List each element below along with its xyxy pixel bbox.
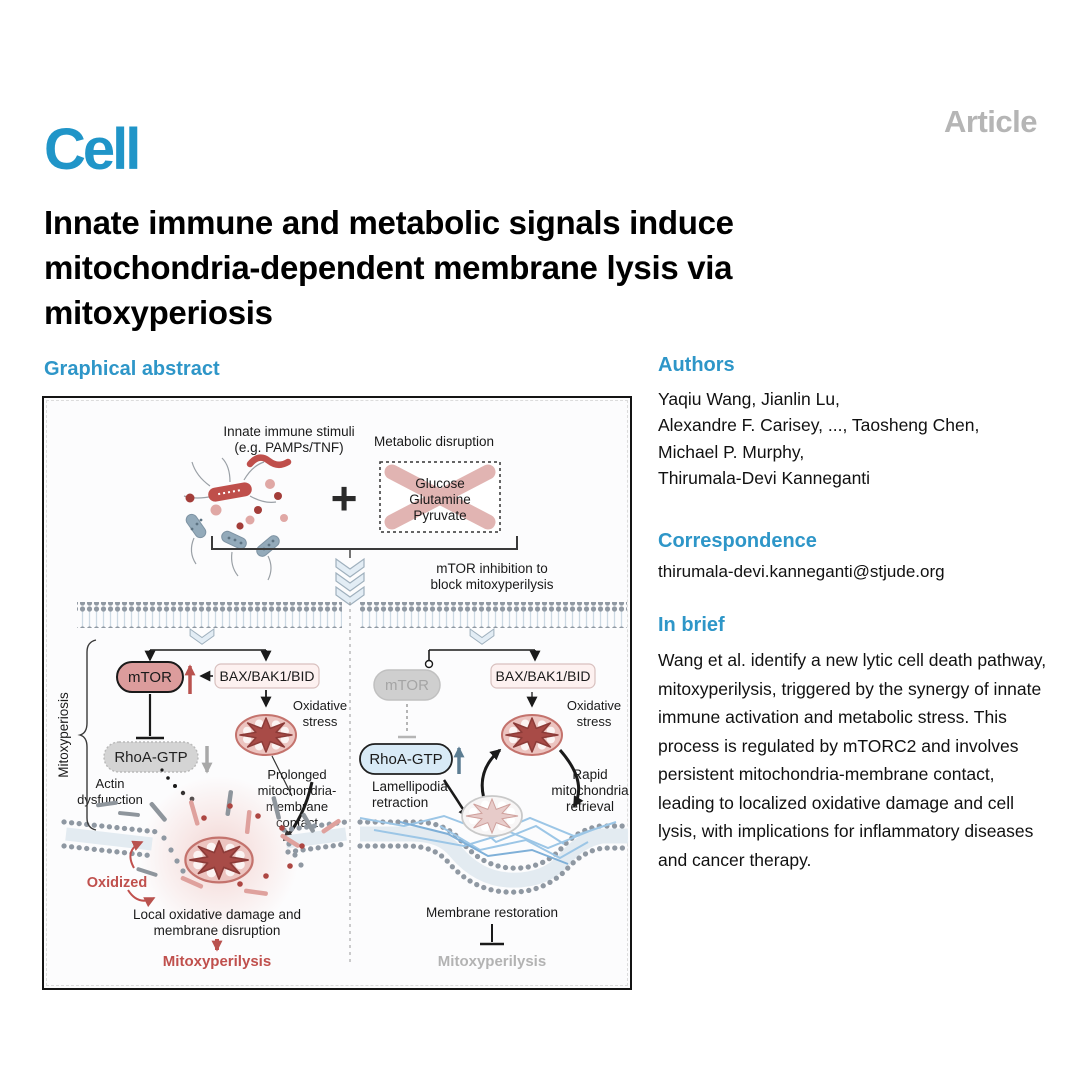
- graphical-abstract-diagram: Innate immune stimuli (e.g. PAMPs/TNF) M…: [56, 424, 630, 970]
- label-mitoxyperilysis-left: Mitoxyperilysis: [163, 953, 271, 970]
- label-metabolic-disruption: Metabolic disruption: [374, 434, 494, 449]
- label-rhoa-right: RhoA-GTP: [369, 751, 442, 768]
- author-line: Yaqiu Wang, Jianlin Lu,: [658, 389, 840, 409]
- mtor-inhibits-rhoa-tbar: [136, 694, 164, 740]
- restoration-inhibits-tbar: [480, 924, 504, 946]
- label-rapid-3: retrieval: [566, 799, 614, 814]
- mitochondrion-icon-faded: [461, 795, 523, 837]
- convergence-bracket: [211, 536, 518, 558]
- authors-heading: Authors: [658, 354, 735, 376]
- label-mtor-inhibition-2: block mitoxyperilysis: [430, 577, 553, 592]
- correspondence-email[interactable]: thirumala-devi.kanneganti@stjude.org: [658, 562, 945, 581]
- in-brief-text: Wang et al. identify a new lytic cell de…: [658, 650, 1047, 870]
- mtor-inactive-tbar: [398, 704, 416, 739]
- oxidized-arrows: [127, 840, 156, 908]
- label-bax-left: BAX/BAK1/BID: [220, 668, 315, 684]
- mtor-blocked-circle: [424, 659, 434, 669]
- chevron-down-stack-icon: [335, 558, 365, 606]
- mtor-node-right: mTOR: [373, 669, 441, 701]
- membrane-left: [77, 602, 342, 628]
- graphical-abstract-heading: Graphical abstract: [44, 358, 220, 380]
- label-prolonged-2: mitochondria-: [258, 783, 337, 798]
- chevron-right-entry-icon: [469, 628, 495, 645]
- label-actin-2: dysfunction: [77, 792, 143, 807]
- chevron-left-entry-icon: [189, 628, 215, 645]
- bax-node-left: BAX/BAK1/BID: [214, 663, 320, 689]
- metabolite-glutamine: Glutamine: [409, 492, 471, 507]
- label-rapid-2: mitochondria: [551, 783, 629, 798]
- mito-contact-leader: [271, 755, 293, 797]
- rhoa-node-left: RhoA-GTP: [103, 741, 199, 773]
- pathogens-icon: [183, 454, 292, 581]
- mtor-node-left: mTOR: [116, 661, 184, 693]
- mitochondrion-icon-membrane: [184, 836, 254, 884]
- label-oxidized: Oxidized: [87, 875, 147, 891]
- mitochondrion-icon-left: [235, 714, 297, 756]
- in-brief-heading: In brief: [658, 614, 725, 636]
- label-oxidative-left-2: stress: [303, 714, 338, 729]
- label-mitoxyperiosis: Mitoxyperiosis: [56, 692, 71, 778]
- mitochondrion-icon-right: [501, 714, 563, 756]
- label-oxidative-right-2: stress: [577, 714, 612, 729]
- label-innate-stimuli-1: Innate immune stimuli: [223, 424, 354, 439]
- author-line: Alexandre F. Carisey, ..., Taosheng Chen…: [658, 415, 980, 436]
- title-line-1: Innate immune and metabolic signals indu…: [44, 204, 734, 241]
- mitoxyperiosis-brace: [77, 639, 97, 831]
- right-branch-lines: [428, 649, 541, 662]
- authors-section: Authors Yaqiu Wang, Jianlin Lu, Alexandr…: [658, 354, 1050, 491]
- label-mitoxyperilysis-right: Mitoxyperilysis: [438, 953, 546, 970]
- metabolite-pyruvate: Pyruvate: [413, 508, 466, 523]
- left-branch-lines: [144, 649, 272, 662]
- metabolite-glucose: Glucose: [415, 476, 465, 491]
- rhoa-node-right: RhoA-GTP: [359, 743, 453, 775]
- graphical-abstract-inner-border: [46, 400, 628, 986]
- correspondence-section: Correspondence thirumala-devi.kanneganti…: [658, 530, 1050, 582]
- label-oxidative-right-1: Oxidative: [567, 698, 621, 713]
- label-rapid-1: Rapid: [572, 767, 607, 782]
- label-mtor-inhibition-1: mTOR inhibition to: [436, 561, 548, 576]
- title-line-3: mitoxyperiosis: [44, 294, 273, 332]
- label-prolonged-1: Prolonged: [267, 767, 326, 782]
- author-line: Michael P. Murphy,: [658, 441, 805, 462]
- label-membrane-restoration: Membrane restoration: [426, 905, 558, 920]
- label-rhoa-left: RhoA-GTP: [114, 749, 187, 766]
- article-type-label: Article: [944, 104, 1037, 139]
- label-bax-right: BAX/BAK1/BID: [496, 668, 591, 684]
- oxidized-lipid-fragments-pink: [180, 800, 341, 896]
- label-lamellipodia-2: retraction: [372, 795, 428, 810]
- label-actin-1: Actin: [96, 776, 125, 791]
- label-innate-stimuli-2: (e.g. PAMPs/TNF): [234, 440, 343, 455]
- label-local-damage-2: membrane disruption: [154, 923, 281, 938]
- graphical-abstract-figure: Innate immune stimuli (e.g. PAMPs/TNF) M…: [42, 396, 632, 990]
- label-oxidative-left-1: Oxidative: [293, 698, 347, 713]
- actin-fragments-gray: [96, 790, 315, 877]
- metabolic-disruption-box: Glucose Glutamine Pyruvate: [379, 461, 501, 533]
- label-local-damage-1: Local oxidative damage and: [133, 907, 301, 922]
- cell-journal-logo: Cell: [44, 117, 141, 182]
- bax-node-right: BAX/BAK1/BID: [490, 663, 596, 689]
- label-lamellipodia-1: Lamellipodia: [372, 779, 448, 794]
- in-brief-section: In brief Wang et al. identify a new lyti…: [658, 614, 1050, 874]
- correspondence-heading: Correspondence: [658, 530, 817, 552]
- author-line: Thirumala-Devi Kanneganti: [658, 467, 871, 488]
- paper-title: Innate immune and metabolic signals indu…: [44, 200, 964, 336]
- label-mtor-right: mTOR: [385, 677, 429, 694]
- label-mtor-left: mTOR: [128, 669, 172, 686]
- plus-icon: +: [331, 472, 358, 524]
- membrane-right: [360, 602, 627, 628]
- title-line-2: mitochondria-dependent membrane lysis vi…: [44, 249, 733, 287]
